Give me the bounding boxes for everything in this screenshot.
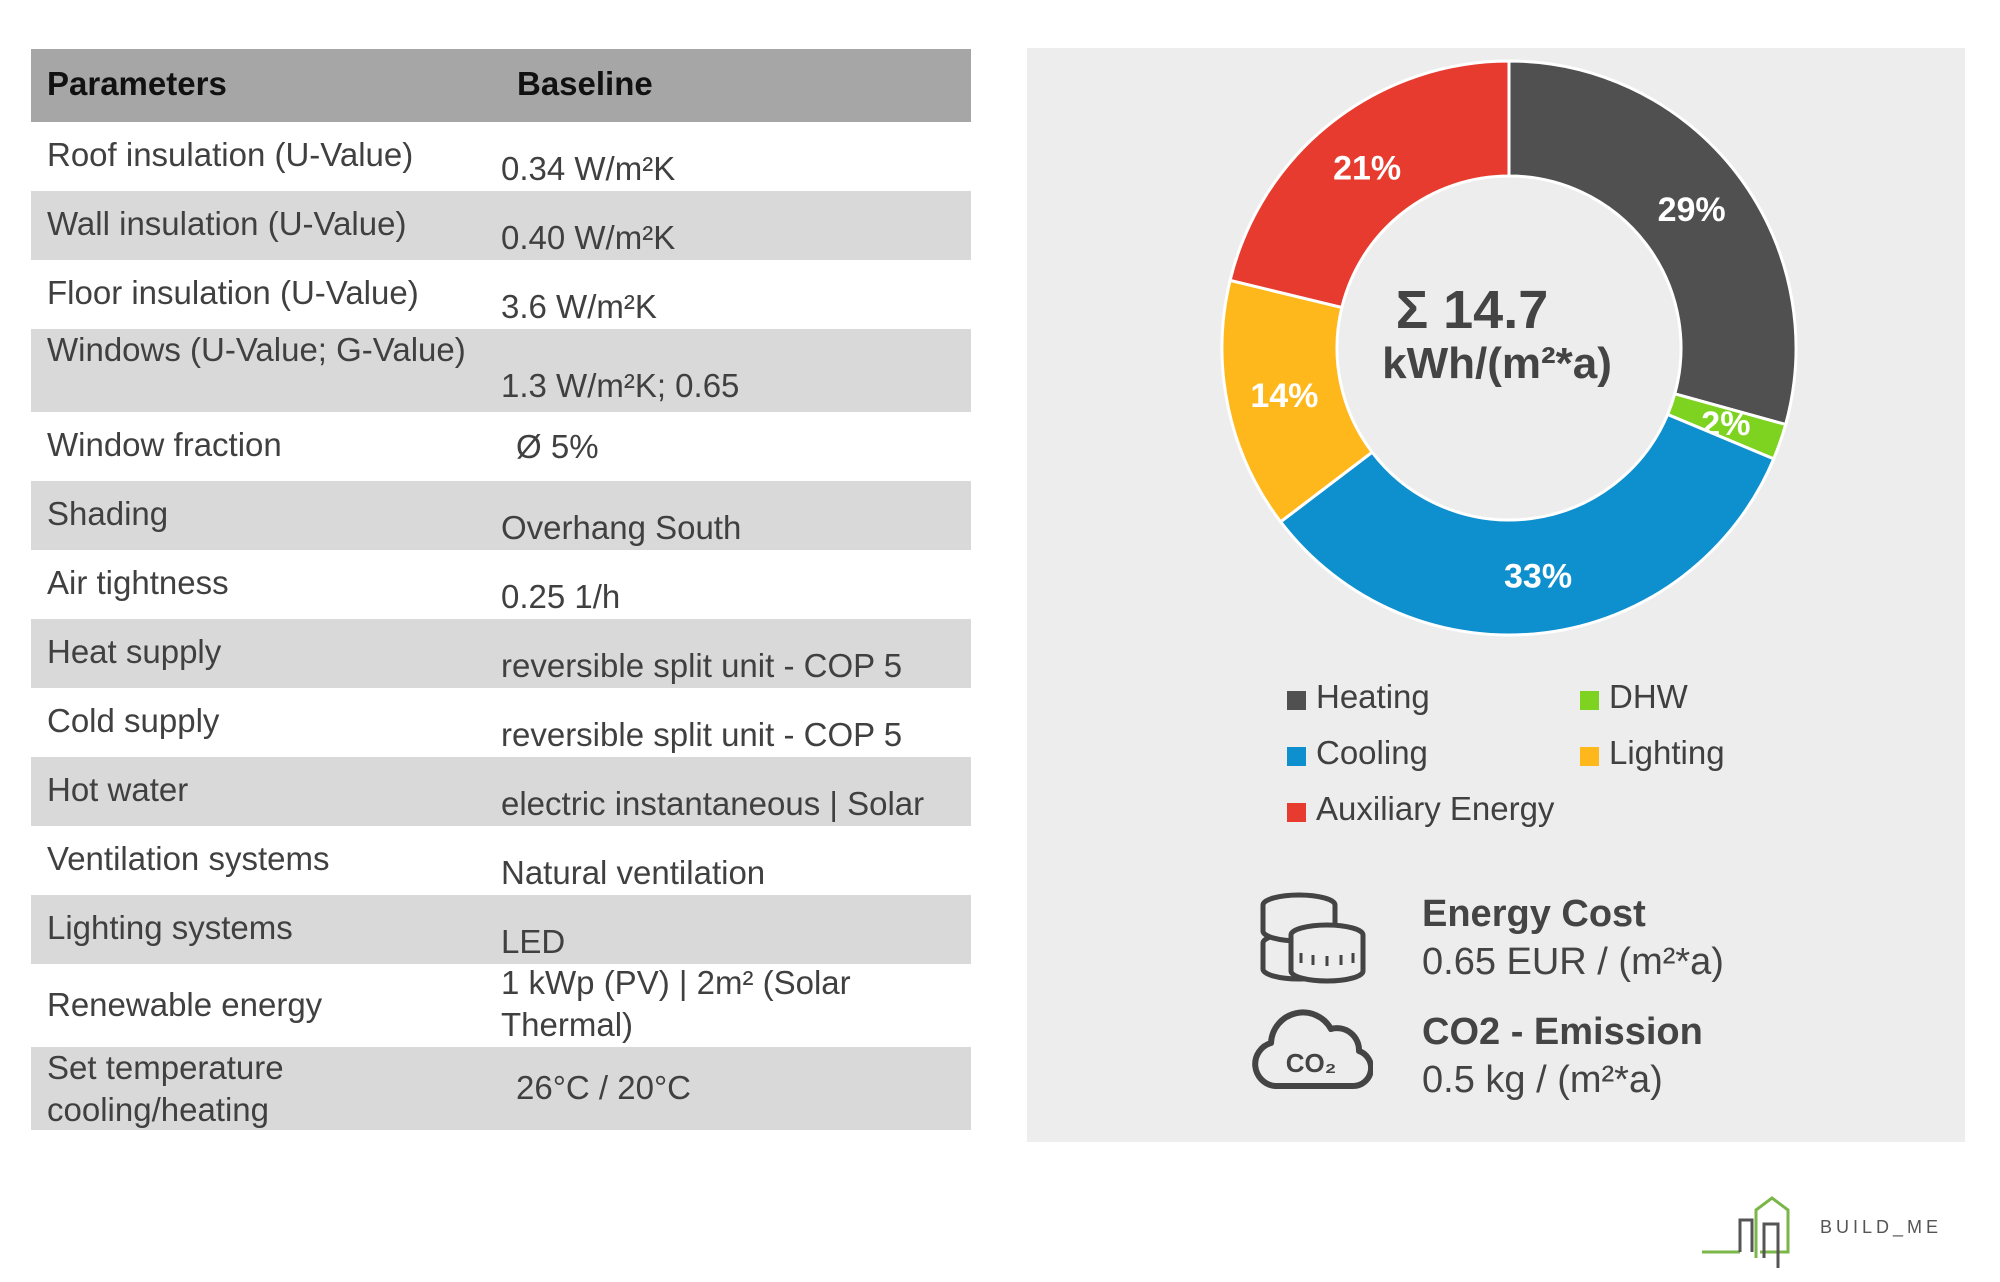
header-parameters: Parameters <box>47 65 227 102</box>
energy-summary-panel: 29% 2% 33% 14% 21% Σ 14.7 kWh/(m²*a) Heating… <box>1027 48 1965 1142</box>
legend-label: Cooling <box>1316 734 1428 771</box>
param-value: 1.3 W/m²K; 0.65 <box>501 367 740 404</box>
table-row: Roof insulation (U-Value) 0.34 W/m²K <box>31 122 971 191</box>
param-label: Heat supply <box>47 633 222 670</box>
co2-value: 0.5 kg / (m²*a) <box>1422 1059 1663 1101</box>
slice-cooling <box>1278 412 1776 637</box>
param-value: Natural ventilation <box>501 854 766 891</box>
legend-label: Lighting <box>1609 734 1725 771</box>
param-value: 0.40 W/m²K <box>501 219 676 256</box>
build-me-logo <box>1702 1196 1790 1268</box>
legend-label: DHW <box>1609 678 1688 715</box>
param-label: Hot water <box>47 771 189 808</box>
param-value: reversible split unit - COP 5 <box>501 647 903 684</box>
slice-label-heating: 29% <box>1658 191 1726 229</box>
param-value: LED <box>501 923 566 960</box>
table-row: Lighting systems LED <box>31 895 971 964</box>
slice-auxiliary-energy <box>1228 59 1511 310</box>
param-label: Set temperature cooling/heating <box>47 1049 284 1128</box>
coins-icon <box>1260 892 1366 984</box>
table-row: Heat supply reversible split unit - COP … <box>31 619 971 688</box>
energy-cost-value: 0.65 EUR / (m²*a) <box>1422 941 1724 983</box>
table-row: Shading Overhang South <box>31 481 971 550</box>
table-header: Parameters Baseline <box>31 49 971 122</box>
param-value: electric instantaneous | Solar <box>501 785 925 822</box>
table-row: Renewable energy 1 kWp (PV) | 2m² (Solar… <box>31 964 971 1047</box>
energy-donut-chart: 29%2%33%14%21% Σ 14.7 kWh/(m²*a) <box>1220 59 1798 637</box>
slice-heating <box>1507 59 1798 427</box>
param-label: Ventilation systems <box>47 840 330 877</box>
co2-title: CO2 - Emission <box>1422 1011 1703 1053</box>
slice-label-auxiliary-energy: 21% <box>1333 150 1401 188</box>
parameters-table: Parameters Baseline Roof insulation (U-V… <box>31 49 971 1130</box>
co2-icon-text: CO₂ <box>1286 1048 1337 1078</box>
table-row: Air tightness 0.25 1/h <box>31 550 971 619</box>
slice-label-cooling: 33% <box>1504 558 1572 596</box>
legend-swatch <box>1287 691 1306 710</box>
table-row: Set temperature cooling/heating 26°C / 2… <box>31 1047 971 1130</box>
param-value: 1 kWp (PV) | 2m² (Solar Thermal) <box>501 964 851 1043</box>
param-label: Renewable energy <box>47 986 323 1023</box>
param-value: 0.25 1/h <box>501 578 621 615</box>
legend-swatch <box>1287 747 1306 766</box>
param-label: Lighting systems <box>47 909 293 946</box>
param-value: 3.6 W/m²K <box>501 288 657 325</box>
energy-cost-title: Energy Cost <box>1422 893 1646 935</box>
param-label: Shading <box>47 495 169 532</box>
table-row: Wall insulation (U-Value) 0.40 W/m²K <box>31 191 971 260</box>
table-row: Cold supply reversible split unit - COP … <box>31 688 971 757</box>
legend-label: Heating <box>1316 678 1430 715</box>
param-value: 0.34 W/m²K <box>501 150 676 187</box>
build-me-logo-text: BUILD_ME <box>1820 1217 1943 1237</box>
table-row: Ventilation systems Natural ventilation <box>31 826 971 895</box>
param-label: Wall insulation (U-Value) <box>47 205 407 242</box>
legend-label: Auxiliary Energy <box>1316 790 1555 827</box>
legend-swatch <box>1580 747 1599 766</box>
param-value: 26°C / 20°C <box>516 1069 691 1106</box>
param-value: reversible split unit - COP 5 <box>501 716 903 753</box>
table-row: Window fraction Ø 5% <box>31 412 971 481</box>
param-label: Cold supply <box>47 702 220 739</box>
param-label: Air tightness <box>47 564 229 601</box>
param-label: Windows (U-Value; G-Value) <box>47 331 466 368</box>
co2-cloud-icon: CO₂ <box>1252 1009 1373 1090</box>
slice-lighting <box>1220 278 1375 524</box>
legend-swatch <box>1580 691 1599 710</box>
table-row: Floor insulation (U-Value) 3.6 W/m²K <box>31 260 971 329</box>
param-value: Ø 5% <box>516 428 599 465</box>
param-label: Roof insulation (U-Value) <box>47 136 414 173</box>
header-baseline: Baseline <box>517 65 653 102</box>
slice-label-lighting: 14% <box>1250 377 1318 415</box>
table-row: Hot water electric instantaneous | Solar <box>31 757 971 826</box>
param-label: Window fraction <box>47 426 282 463</box>
param-label: Floor insulation (U-Value) <box>47 274 419 311</box>
param-value: Overhang South <box>501 509 742 546</box>
table-row: Windows (U-Value; G-Value) 1.3 W/m²K; 0.… <box>31 329 971 412</box>
center-total: Σ 14.7 <box>1396 280 1549 340</box>
legend-swatch <box>1287 803 1306 822</box>
center-unit: kWh/(m²*a) <box>1382 339 1612 388</box>
